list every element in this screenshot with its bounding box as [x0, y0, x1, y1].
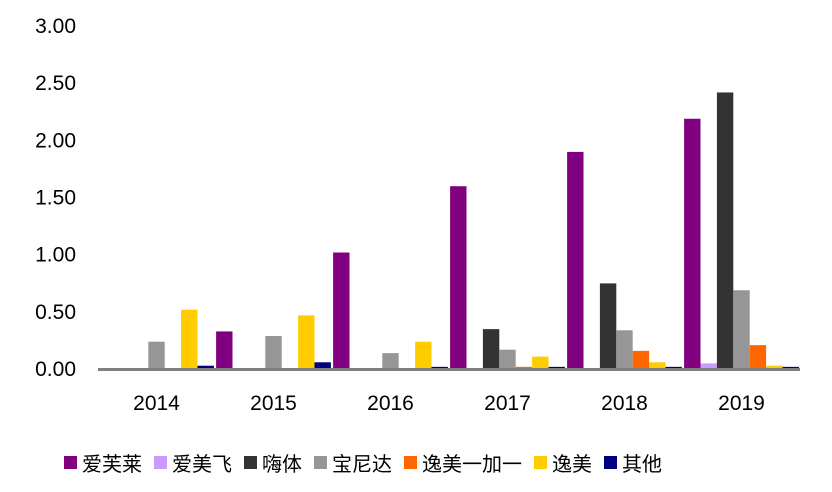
- legend-swatch: [404, 456, 417, 469]
- bar: [733, 290, 750, 368]
- bar: [333, 252, 350, 368]
- x-tick-label: 2015: [250, 392, 297, 415]
- y-tick-label: 1.50: [35, 187, 76, 210]
- legend-item: 其他: [604, 448, 662, 477]
- legend-item: 爱芙莱: [64, 448, 142, 477]
- bar: [181, 309, 198, 368]
- bar: [616, 330, 633, 368]
- legend-label: 嗨体: [262, 452, 302, 476]
- y-tick-label: 0.00: [35, 358, 76, 381]
- bar: [532, 356, 549, 368]
- bar: [684, 118, 701, 369]
- legend-label: 其他: [622, 452, 662, 476]
- bar: [599, 283, 617, 368]
- legend-swatch: [314, 456, 327, 469]
- x-axis-line: [98, 368, 800, 371]
- legend: 爱芙莱 爱美飞 嗨体 宝尼达 逸美一加一 逸美 其他: [64, 448, 674, 477]
- bar: [515, 366, 533, 368]
- bar: [665, 366, 682, 368]
- y-tick-label: 0.50: [35, 301, 76, 324]
- legend-item: 爱美飞: [154, 448, 232, 477]
- legend-swatch: [534, 456, 547, 469]
- bar: [766, 365, 783, 368]
- x-tick-label: 2016: [367, 392, 414, 415]
- x-tick-label: 2017: [484, 392, 531, 415]
- bar: [382, 353, 399, 368]
- bar: [782, 366, 799, 368]
- bar: [700, 363, 717, 368]
- x-tick-label: 2019: [718, 392, 765, 415]
- legend-item: 宝尼达: [314, 448, 392, 477]
- y-tick-label: 1.00: [35, 244, 76, 267]
- bar: [197, 365, 214, 368]
- legend-swatch: [244, 456, 257, 469]
- y-tick-label: 2.00: [35, 129, 76, 152]
- bar: [749, 345, 767, 368]
- y-tick-label: 2.50: [35, 72, 76, 95]
- bar: [298, 315, 315, 368]
- bar: [716, 92, 734, 368]
- x-tick-label: 2018: [601, 392, 648, 415]
- legend-label: 爱芙莱: [82, 452, 142, 476]
- bar: [148, 341, 165, 368]
- legend-label: 爱美飞: [172, 452, 232, 476]
- bar: [431, 366, 448, 368]
- legend-swatch: [154, 456, 167, 469]
- y-tick-label: 3.00: [35, 15, 76, 38]
- legend-label: 逸美一加一: [422, 452, 522, 476]
- bar: [415, 341, 432, 368]
- bar: [216, 331, 233, 368]
- legend-swatch: [604, 456, 617, 469]
- bar: [265, 335, 282, 368]
- bar: [450, 186, 467, 368]
- bar: [314, 362, 331, 368]
- bar: [567, 151, 584, 368]
- bar: [499, 349, 516, 368]
- bar: [482, 329, 500, 368]
- bar: [649, 362, 666, 368]
- bar-chart: 0.00 0.50 1.00 1.50 2.00 2.50 3.00 2014 2015 2016…: [35, 15, 800, 415]
- legend-swatch: [64, 456, 77, 469]
- legend-item: 逸美: [534, 448, 592, 477]
- x-tick-label: 2014: [133, 392, 180, 415]
- legend-label: 逸美: [552, 452, 592, 476]
- legend-item: 逸美一加一: [404, 448, 522, 477]
- bar: [548, 366, 565, 368]
- legend-label: 宝尼达: [332, 452, 392, 476]
- legend-item: 嗨体: [244, 448, 302, 477]
- bar: [632, 350, 650, 368]
